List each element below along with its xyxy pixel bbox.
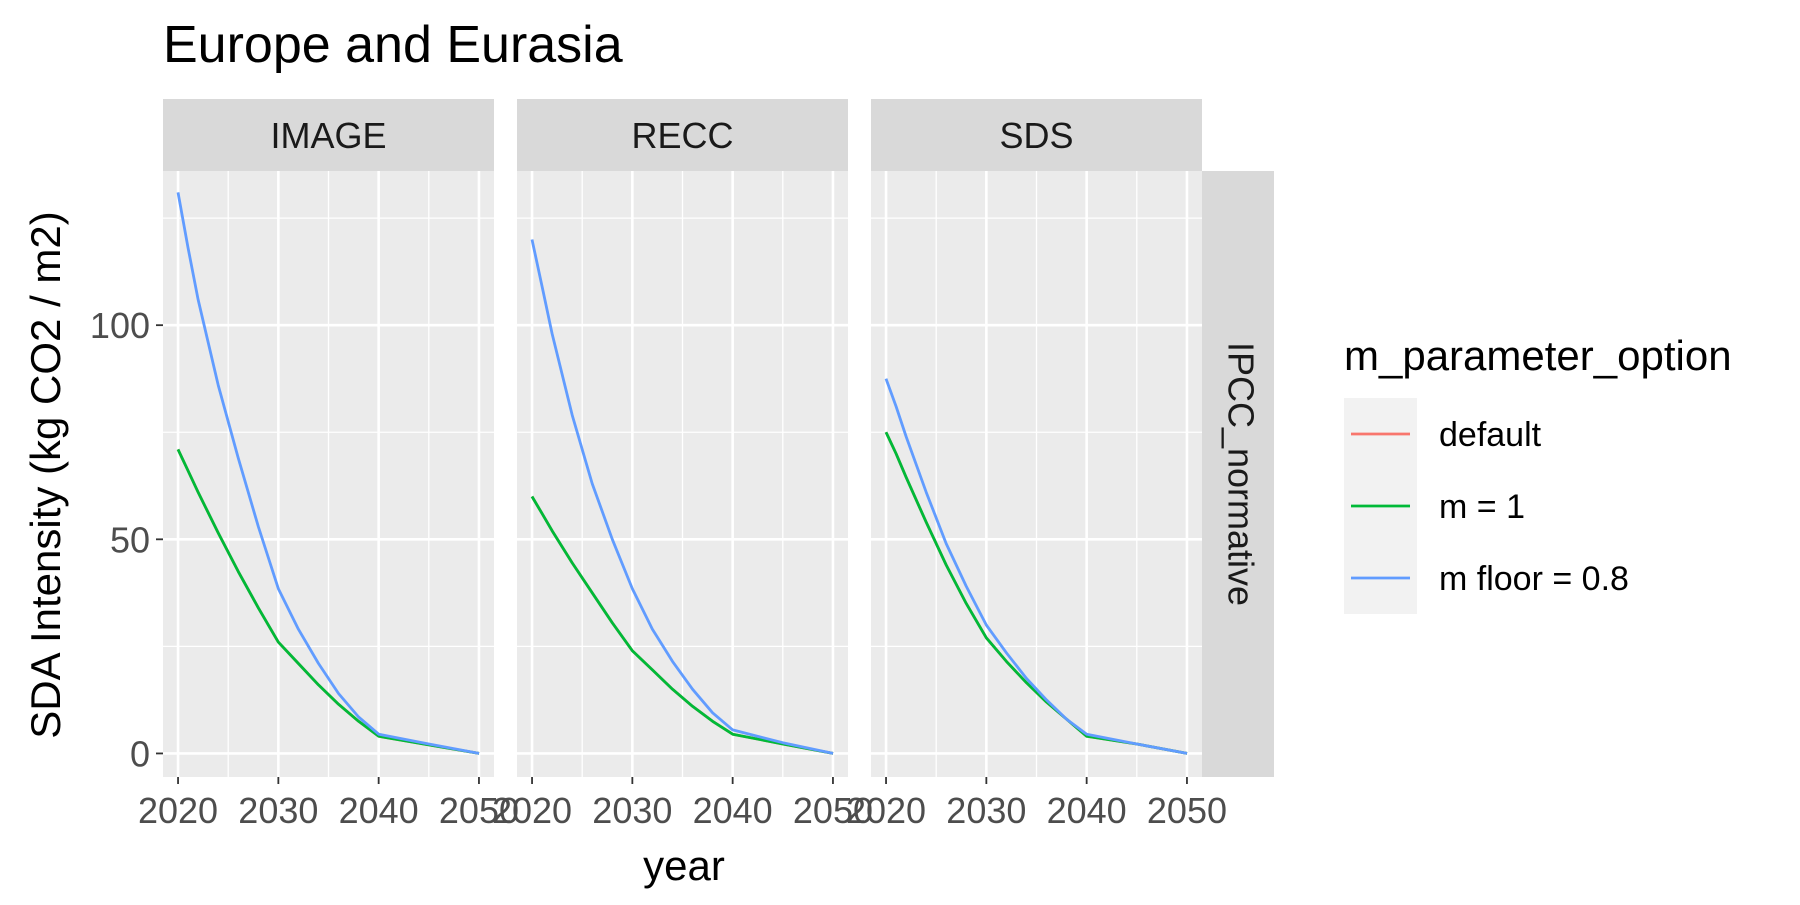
- legend-label: default: [1439, 416, 1542, 454]
- facet-strip-bg: [163, 99, 494, 171]
- facet-strip-label: RECC: [631, 115, 733, 156]
- x-tick-label: 2040: [693, 790, 773, 831]
- series-line-m-floor-0-8: [530, 239, 834, 755]
- x-tick-label: 2050: [439, 790, 519, 831]
- series-line-m-floor-0-8: [884, 378, 1188, 755]
- x-tick-label: 2050: [793, 790, 873, 831]
- row-strip-label: IPCC_normative: [1220, 342, 1261, 606]
- facet-strip-bg: [517, 99, 848, 171]
- series-line-m-1: [176, 448, 480, 755]
- facet-panel-recc: RECC 2020 2030 2040 2050: [492, 99, 873, 831]
- x-tick-label: 2050: [1147, 790, 1227, 831]
- chart-title: Europe and Eurasia: [163, 16, 623, 74]
- facet-panel-sds: SDS 2020 2030 2040 2050: [846, 99, 1227, 831]
- y-axis-title: SDA Intensity (kg CO2 / m2): [22, 211, 69, 739]
- legend-label: m = 1: [1439, 488, 1525, 526]
- facet-panel-image: IMAGE 2020 2030 2040 2050 0 50 100: [90, 99, 519, 831]
- x-tick-label: 2040: [339, 790, 419, 831]
- y-tick-label: 0: [130, 733, 150, 774]
- x-tick-label: 2030: [946, 790, 1026, 831]
- row-strip-bg: [1202, 171, 1274, 777]
- series-line-m-1: [530, 495, 834, 755]
- legend-item: m = 1: [1344, 470, 1525, 542]
- x-tick-label: 2020: [846, 790, 926, 831]
- x-axis-title: year: [643, 842, 725, 889]
- legend-item: m floor = 0.8: [1344, 542, 1629, 614]
- legend-item: default: [1344, 398, 1542, 470]
- panels: IMAGE 2020 2030 2040 2050 0 50 100 RECC 2020 2030 2…: [90, 99, 1274, 831]
- series-line-m-floor-0-8: [176, 192, 480, 755]
- x-tick-label: 2040: [1047, 790, 1127, 831]
- legend-label: m floor = 0.8: [1439, 560, 1629, 598]
- y-tick-label: 50: [110, 519, 150, 560]
- x-tick-label: 2020: [492, 790, 572, 831]
- facet-strip-label: SDS: [999, 115, 1073, 156]
- series-line-m-1: [884, 431, 1188, 755]
- x-tick-label: 2030: [592, 790, 672, 831]
- facet-strip-label: IMAGE: [270, 115, 386, 156]
- x-tick-label: 2020: [138, 790, 218, 831]
- legend-title: m_parameter_option: [1344, 332, 1732, 379]
- facet-strip-bg: [871, 99, 1202, 171]
- x-tick-label: 2030: [238, 790, 318, 831]
- y-tick-label: 100: [90, 305, 150, 346]
